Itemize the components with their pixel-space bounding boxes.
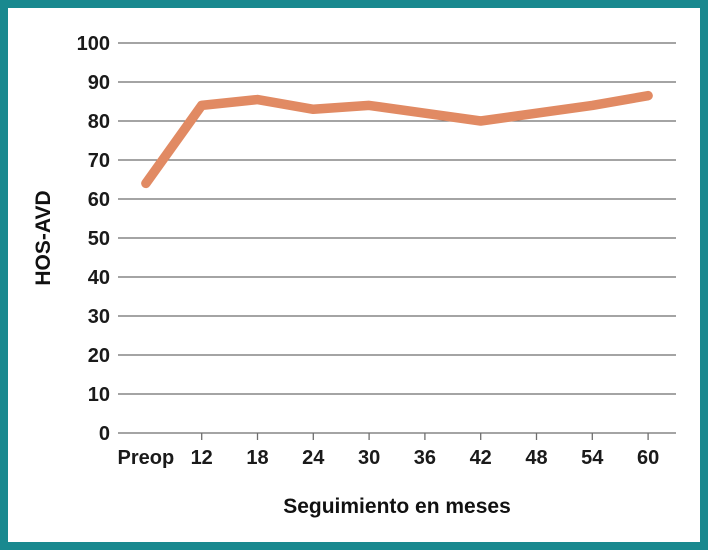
- x-tick-label-12: 12: [191, 447, 213, 469]
- x-axis-title: Seguimiento en meses: [283, 495, 511, 518]
- x-tick-label-30: 30: [358, 447, 380, 469]
- x-tick-label-60: 60: [637, 447, 659, 469]
- x-tick-label-24: 24: [302, 447, 325, 469]
- x-tick-label-18: 18: [246, 447, 268, 469]
- x-tick-label-36: 36: [414, 447, 436, 469]
- series-line-HOS-AVD: [141, 90, 653, 189]
- y-tick-label-0: 0: [99, 423, 110, 445]
- y-tick-label-100: 100: [77, 33, 110, 55]
- x-tick-label-54: 54: [581, 447, 604, 469]
- y-tick-label-70: 70: [88, 150, 110, 172]
- y-tick-label-40: 40: [88, 267, 110, 289]
- y-tick-label-10: 10: [88, 384, 110, 406]
- y-tick-label-50: 50: [88, 228, 110, 250]
- line-chart: Seguimiento en meses HOS-AVD 0 10 20 30 40 50…: [32, 33, 676, 518]
- y-tick-label-90: 90: [88, 72, 110, 94]
- y-tick-label-30: 30: [88, 306, 110, 328]
- y-tick-label-20: 20: [88, 345, 110, 367]
- x-tick-label-Preop: Preop: [118, 447, 175, 469]
- x-tick-label-42: 42: [470, 447, 492, 469]
- y-tick-label-80: 80: [88, 111, 110, 133]
- y-tick-label-60: 60: [88, 189, 110, 211]
- x-tick-label-48: 48: [525, 447, 547, 469]
- y-axis-title: HOS-AVD: [32, 190, 55, 285]
